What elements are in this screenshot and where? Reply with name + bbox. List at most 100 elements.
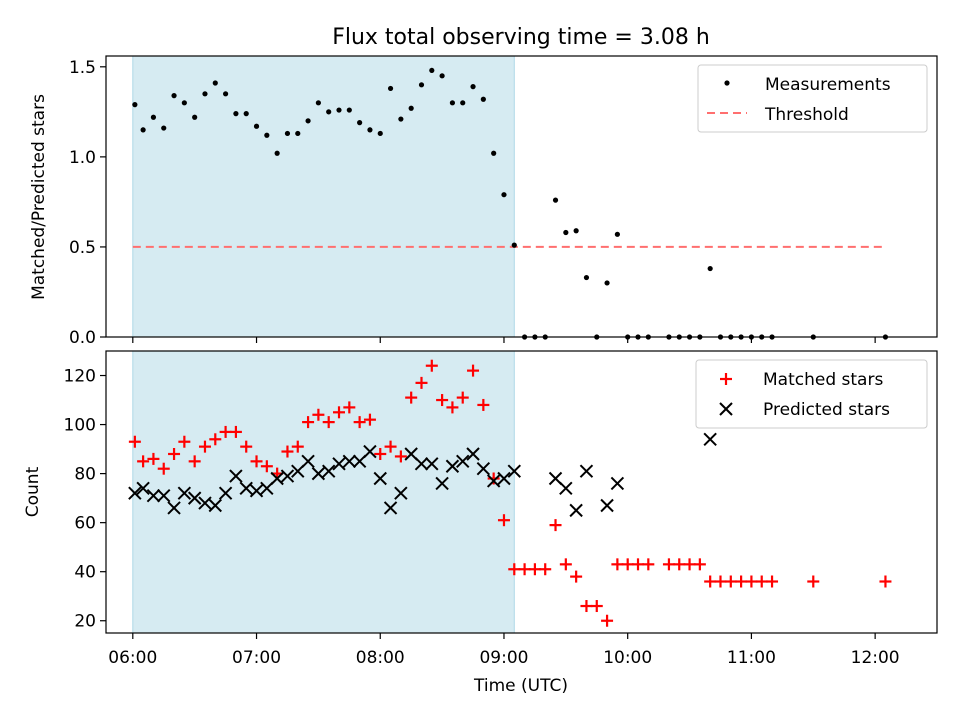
predicted-star-point xyxy=(136,481,150,496)
predicted-star-point xyxy=(342,454,357,469)
measurement-point xyxy=(357,120,363,126)
matched-star-point xyxy=(291,440,304,453)
bottom-x-axis-label: Time (UTC) xyxy=(473,676,568,696)
predicted-star-point xyxy=(425,457,439,471)
predicted-marker-b xyxy=(177,486,192,500)
matched-star-point xyxy=(250,455,263,468)
predicted-marker-b xyxy=(352,454,367,469)
predicted-marker-b xyxy=(610,476,625,491)
measurement-point xyxy=(171,93,177,99)
legend-measurements-label: Measurements xyxy=(765,75,891,95)
matched-star-point xyxy=(766,575,779,588)
predicted-marker-b xyxy=(321,464,336,478)
bottom-y-axis-label: Count xyxy=(23,466,43,517)
matched-star-point xyxy=(229,425,242,438)
y-tick-label: 0.0 xyxy=(69,328,96,348)
predicted-marker-b xyxy=(198,496,212,510)
measurement-point xyxy=(336,107,342,113)
predicted-marker-b xyxy=(507,464,521,478)
measurement-point xyxy=(480,96,486,102)
predicted-star-point xyxy=(507,464,521,478)
measurement-point xyxy=(449,100,456,106)
legend-predicted-marker xyxy=(719,402,733,416)
predicted-marker-b xyxy=(270,471,284,486)
matched-star-point xyxy=(333,406,346,419)
predicted-star-point xyxy=(157,488,171,503)
top-y-axis-ticks: 0.0 0.5 1.0 1.5 xyxy=(69,58,106,348)
matched-star-point xyxy=(487,472,500,485)
matched-star-point xyxy=(128,435,141,448)
predicted-marker-b xyxy=(280,469,295,483)
measurement-point xyxy=(305,118,311,124)
measurement-point xyxy=(284,130,291,137)
measurement-point xyxy=(326,109,332,115)
predicted-star-point xyxy=(435,476,449,491)
predicted-marker-b xyxy=(136,481,150,496)
x-tick-label: 08:00 xyxy=(356,648,405,668)
matched-star-point xyxy=(755,575,768,588)
y-tick-label: 80 xyxy=(74,465,96,485)
predicted-marker-b xyxy=(466,447,480,461)
measurement-point xyxy=(707,265,713,272)
matched-star-point xyxy=(425,359,438,372)
matched-star-point xyxy=(436,394,449,407)
predicted-star-point xyxy=(128,486,142,500)
matched-star-point xyxy=(168,447,181,460)
predicted-marker-b xyxy=(311,466,326,481)
matched-star-point xyxy=(363,413,376,426)
measurement-point xyxy=(398,116,404,122)
x-tick-label: 10:00 xyxy=(603,648,652,668)
measurement-point xyxy=(315,100,321,106)
predicted-star-point xyxy=(559,481,573,496)
predicted-marker-b xyxy=(239,481,253,496)
matched-star-point xyxy=(673,558,686,571)
matched-star-point xyxy=(467,364,480,377)
matched-star-point xyxy=(477,398,490,411)
y-tick-label: 120 xyxy=(64,367,96,387)
legend-measurements-marker xyxy=(724,80,730,86)
predicted-marker-b xyxy=(476,461,491,476)
predicted-star-point xyxy=(146,488,161,503)
measurement-point xyxy=(552,197,559,203)
predicted-star-point xyxy=(260,481,274,496)
predicted-star-point xyxy=(352,454,367,469)
predicted-star-point xyxy=(280,469,295,483)
matched-star-point xyxy=(611,558,624,571)
matched-star-point xyxy=(662,558,675,571)
y-tick-label: 40 xyxy=(74,563,96,583)
measurement-point xyxy=(377,130,383,137)
matched-star-point xyxy=(528,563,541,576)
measurement-point xyxy=(387,85,394,92)
x-tick-label: 09:00 xyxy=(479,648,528,668)
bottom-legend-box xyxy=(695,359,928,429)
predicted-marker-b xyxy=(342,454,357,469)
figure-title: Flux total observing time = 3.08 h xyxy=(332,25,710,50)
predicted-star-point xyxy=(703,432,717,446)
count-points xyxy=(128,359,892,627)
matched-star-point xyxy=(632,558,645,571)
matched-star-point xyxy=(580,600,593,613)
matched-star-point xyxy=(497,514,510,527)
predicted-marker-b xyxy=(301,454,315,469)
matched-star-point xyxy=(188,455,201,468)
matched-star-point xyxy=(240,440,253,453)
measurement-point xyxy=(140,127,146,133)
top-legend: Measurements Threshold xyxy=(697,64,928,133)
predicted-marker-b xyxy=(486,474,501,488)
predicted-star-point xyxy=(404,447,418,461)
predicted-marker-b xyxy=(167,501,181,515)
measurement-point xyxy=(202,91,208,97)
y-tick-label: 0.5 xyxy=(69,238,96,258)
measurement-point xyxy=(501,192,507,198)
predicted-marker-b xyxy=(404,447,418,461)
measurement-point xyxy=(460,100,466,106)
matched-star-point xyxy=(394,450,407,463)
matched-star-point xyxy=(508,563,521,576)
measurement-point xyxy=(346,107,352,113)
bottom-legend: Matched stars Predicted stars xyxy=(695,359,928,429)
matched-star-point xyxy=(714,575,727,588)
x-tick-label: 06:00 xyxy=(108,648,157,668)
predicted-marker-b xyxy=(569,503,583,518)
y-tick-label: 100 xyxy=(64,416,96,436)
measurement-point xyxy=(408,105,414,111)
